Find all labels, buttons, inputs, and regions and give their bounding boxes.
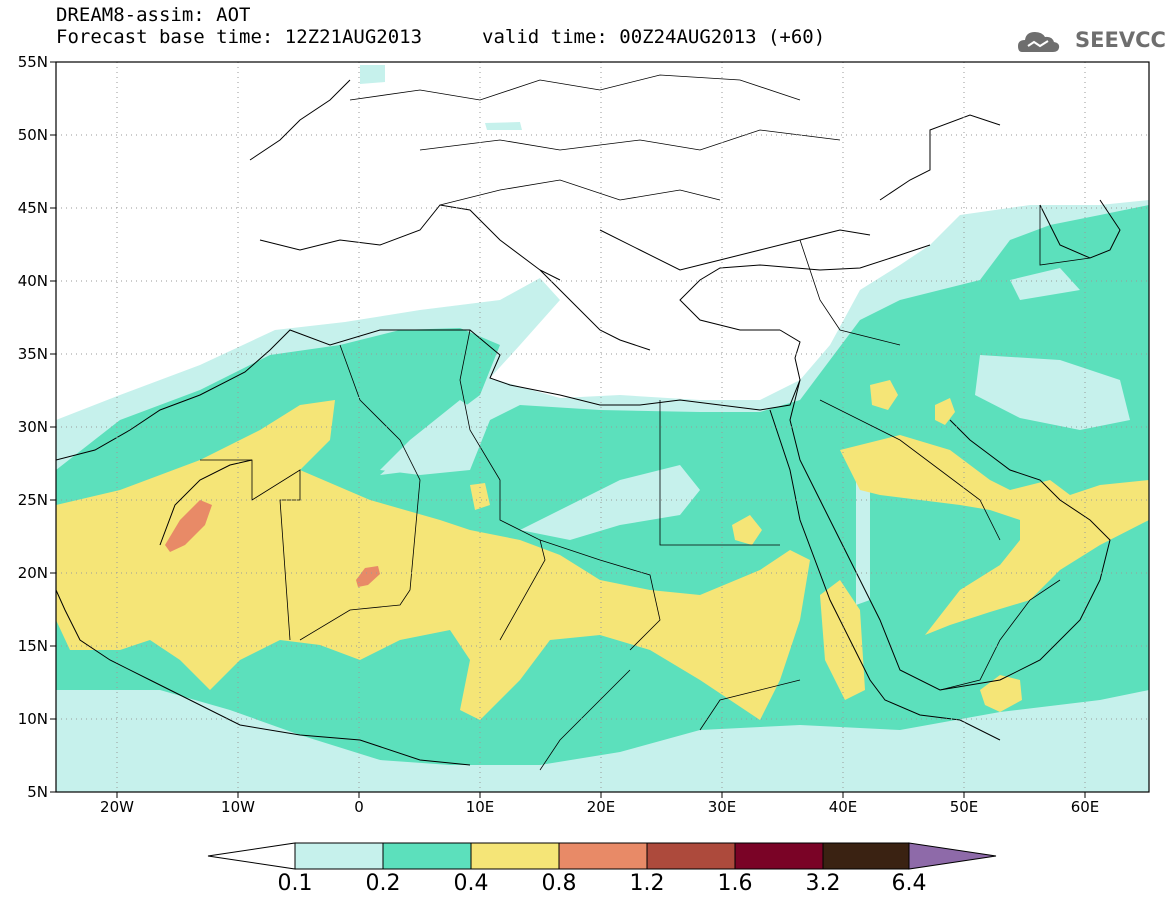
aot-colorbar: [207, 842, 997, 870]
colorbar-bin-0.1-0.2: [294, 842, 384, 870]
lon-label-20e: 20E: [586, 798, 616, 816]
colorbar-bin-1.2-1.6: [646, 842, 736, 870]
valid-time: valid time: 00Z24AUG2013 (+60): [482, 26, 826, 48]
lon-label-20w: 20W: [100, 798, 134, 816]
colorbar-label-3.2: 3.2: [805, 871, 841, 896]
seevccc-logo: [1018, 32, 1060, 52]
lat-label-10n: 10N: [17, 710, 48, 728]
lon-label-60e: 60E: [1070, 798, 1100, 816]
borders: [200, 74, 1091, 771]
lon-label-10e: 10E: [465, 798, 495, 816]
map-title: DREAM8-assim: AOT: [56, 4, 251, 26]
aot-map: [50, 61, 1150, 798]
colorbar-bin-0.8-1.2: [558, 842, 648, 870]
lon-label-50e: 50E: [949, 798, 979, 816]
aot-band-0.4-0.8: [56, 380, 1149, 720]
lat-label-25n: 25N: [17, 491, 48, 509]
lat-label-55n: 55N: [17, 53, 48, 71]
forecast-base-time: Forecast base time: 12Z21AUG2013: [56, 26, 423, 48]
lat-label-15n: 15N: [17, 637, 48, 655]
colorbar-label-0.2: 0.2: [365, 871, 401, 896]
lat-label-50n: 50N: [17, 126, 48, 144]
colorbar-bin-3.2-6.4: [822, 842, 910, 870]
lat-label-40n: 40N: [17, 272, 48, 290]
aot-band-0.8-1.2: [165, 500, 380, 587]
colorbar-arrow-low: [207, 842, 296, 870]
lon-label-0: 0: [354, 798, 364, 816]
lat-label-45n: 45N: [17, 199, 48, 217]
cloud-icon: [1018, 32, 1060, 52]
logo-text: SEEVCCC: [1075, 28, 1165, 52]
lon-label-10w: 10W: [221, 798, 255, 816]
colorbar-label-0.1: 0.1: [277, 871, 313, 896]
colorbar-label-1.6: 1.6: [717, 871, 753, 896]
colorbar-label-6.4: 6.4: [891, 871, 927, 896]
colorbar-label-1.2: 1.2: [629, 871, 665, 896]
colorbar-arrow-high: [908, 842, 997, 870]
colorbar-bin-0.2-0.4: [382, 842, 472, 870]
axis-ticks: [50, 61, 1086, 798]
lat-label-20n: 20N: [17, 564, 48, 582]
lat-label-5n: 5N: [27, 783, 48, 801]
gridlines: [56, 62, 1149, 792]
lat-label-35n: 35N: [17, 345, 48, 363]
lat-label-30n: 30N: [17, 418, 48, 436]
lon-label-30e: 30E: [707, 798, 737, 816]
colorbar-label-0.4: 0.4: [453, 871, 489, 896]
aot-band-0.1-0.2-inner: [56, 268, 1130, 790]
coastlines: [56, 79, 1121, 766]
colorbar-bin-1.6-3.2: [734, 842, 824, 870]
lon-label-40e: 40E: [828, 798, 858, 816]
colorbar-bin-0.4-0.8: [470, 842, 560, 870]
colorbar-label-0.8: 0.8: [541, 871, 577, 896]
